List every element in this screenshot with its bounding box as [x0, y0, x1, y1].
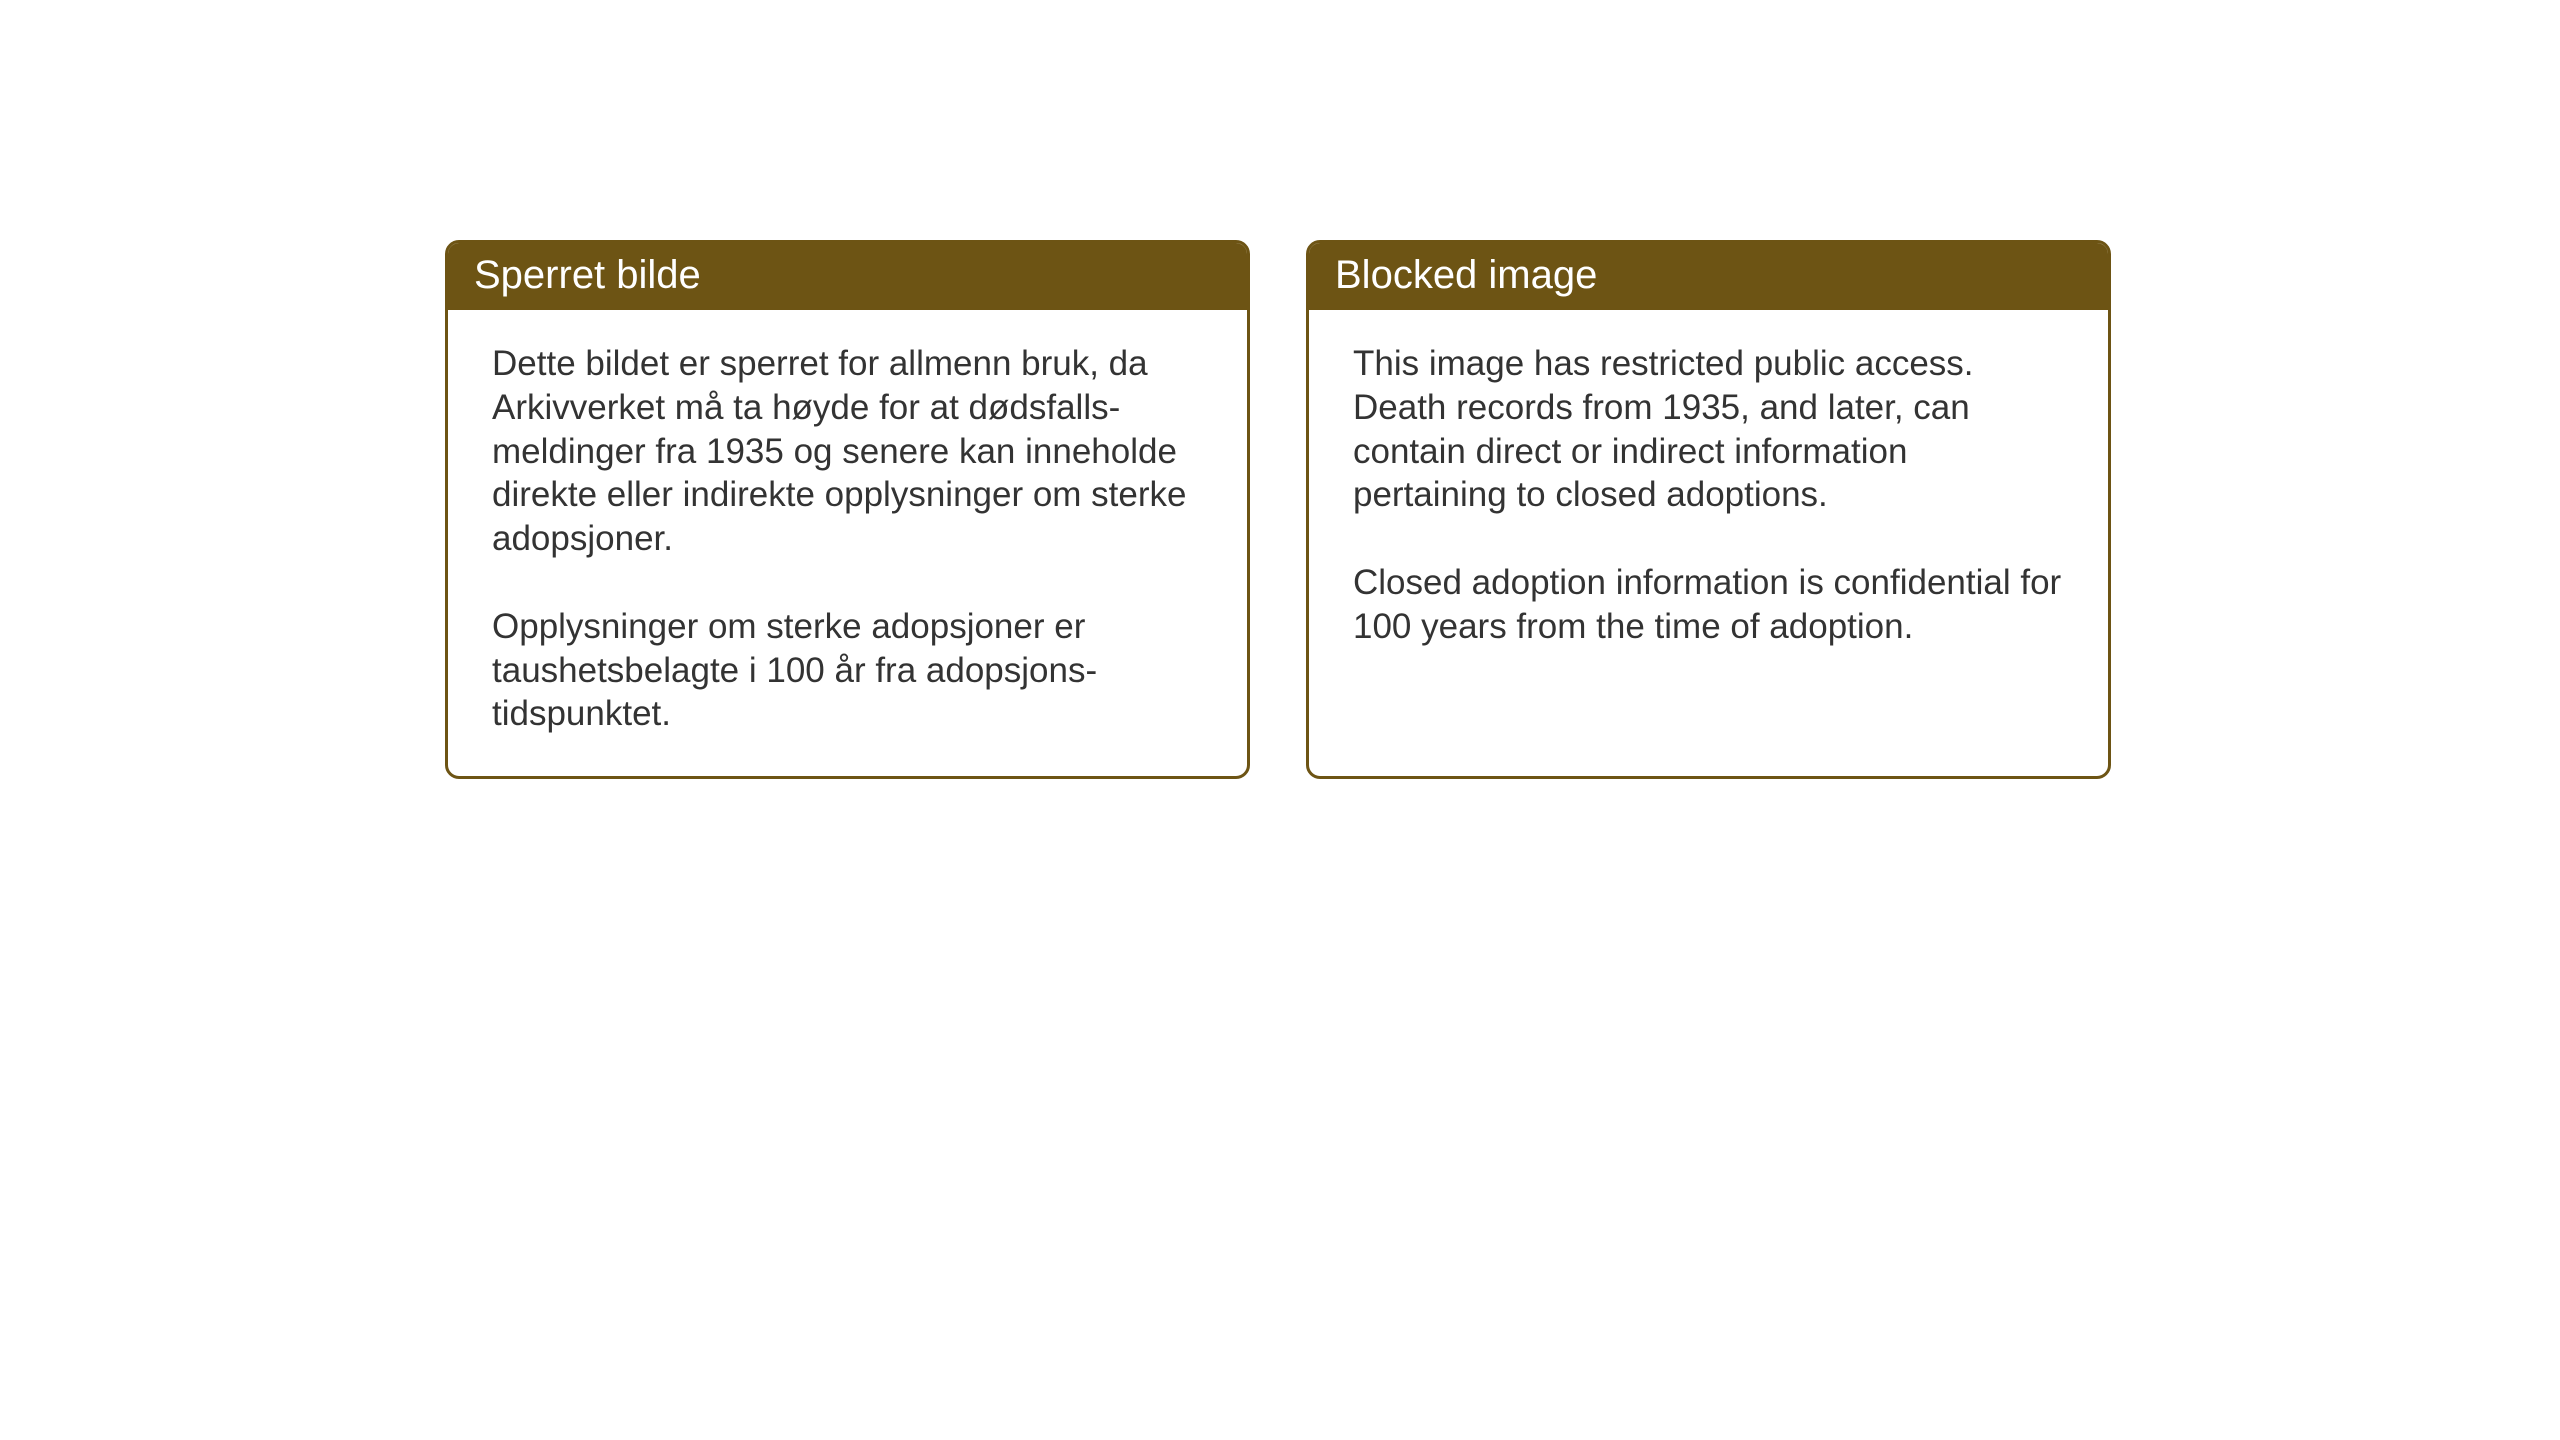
norwegian-paragraph-2: Opplysninger om sterke adopsjoner er tau… [492, 605, 1203, 736]
norwegian-notice-card: Sperret bilde Dette bildet er sperret fo… [445, 240, 1250, 779]
norwegian-card-body: Dette bildet er sperret for allmenn bruk… [448, 310, 1247, 776]
norwegian-paragraph-1: Dette bildet er sperret for allmenn bruk… [492, 342, 1203, 561]
english-card-title: Blocked image [1309, 243, 2108, 310]
english-notice-card: Blocked image This image has restricted … [1306, 240, 2111, 779]
notice-cards-container: Sperret bilde Dette bildet er sperret fo… [445, 240, 2111, 779]
english-paragraph-1: This image has restricted public access.… [1353, 342, 2064, 517]
english-paragraph-2: Closed adoption information is confident… [1353, 561, 2064, 649]
norwegian-card-title: Sperret bilde [448, 243, 1247, 310]
english-card-body: This image has restricted public access.… [1309, 310, 2108, 740]
